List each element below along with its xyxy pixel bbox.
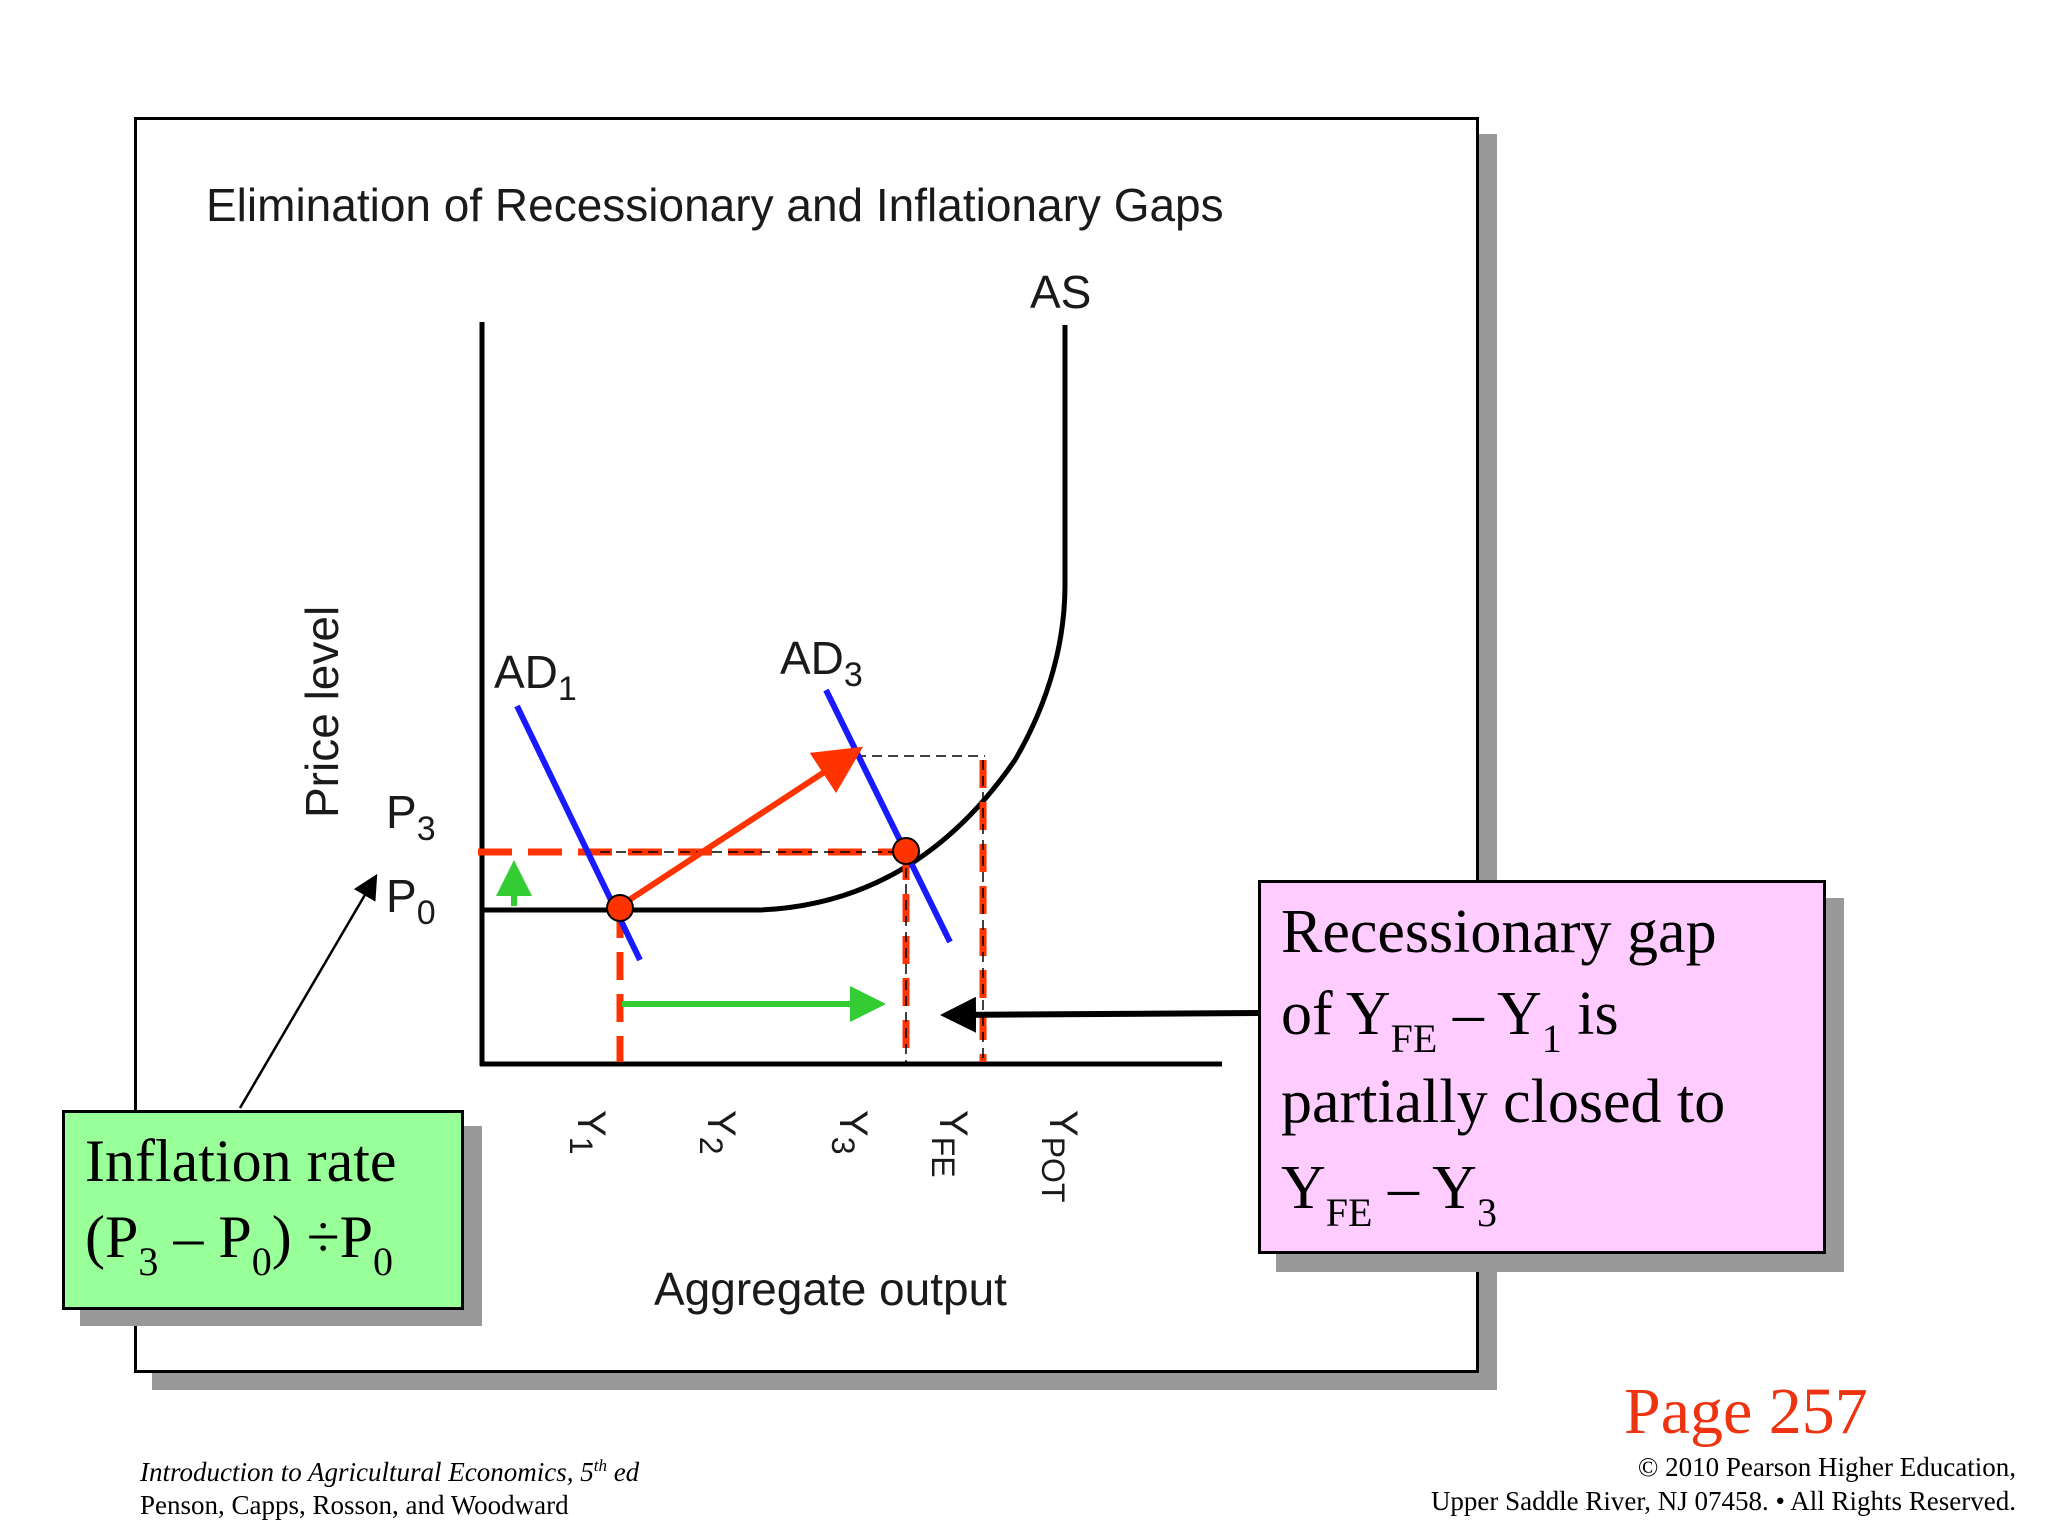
footer-address: Upper Saddle River, NJ 07458. • All Righ…	[1430, 1486, 2016, 1516]
gap-callout-line3: partially closed to	[1281, 1068, 1726, 1136]
yfe-label: YFE	[925, 1110, 975, 1178]
chart-title: Elimination of Recessionary and Inflatio…	[206, 179, 1224, 231]
page-number-label: Page 257	[1624, 1375, 1868, 1448]
footer-copyright: © 2010 Pearson Higher Education,	[1637, 1452, 2016, 1482]
inflation-pointer-arrow	[238, 873, 378, 1109]
p0-label: P0	[386, 870, 436, 932]
x-axis-label: Aggregate output	[654, 1263, 1007, 1315]
gap-callout: Recessionary gap of YFE – Y1 is partiall…	[1258, 880, 1826, 1254]
equilibrium-point-3	[892, 837, 920, 865]
gap-callout-line2: of YFE – Y1 is	[1281, 980, 1619, 1061]
y-axis-label: Price level	[296, 606, 348, 818]
inflation-callout-formula: (P3 – P0) ÷P0	[85, 1204, 394, 1284]
as-label: AS	[1030, 266, 1091, 318]
y3-label: Y3	[825, 1110, 875, 1154]
inflation-callout: Inflation rate (P3 – P0) ÷P0	[62, 1110, 464, 1310]
ad3-curve	[823, 688, 953, 944]
ypot-label: YPOT	[1035, 1110, 1085, 1202]
equilibrium-point-1	[606, 894, 634, 922]
inflation-callout-line1: Inflation rate	[85, 1128, 397, 1194]
ad1-label: AD1	[494, 646, 577, 708]
ad-shift-arrow	[618, 746, 864, 909]
footer-authors: Penson, Capps, Rosson, and Woodward	[140, 1490, 569, 1520]
gap-pointer-arrow	[940, 996, 1259, 1033]
gap-callout-line4: YFE – Y3	[1281, 1154, 1497, 1235]
y2-label: Y2	[693, 1110, 743, 1154]
ad3-label: AD3	[780, 632, 863, 694]
p3-label: P3	[386, 786, 436, 848]
y1-label: Y1	[563, 1110, 613, 1154]
footer-book-title: Introduction to Agricultural Economics, …	[140, 1456, 640, 1487]
gap-callout-line1: Recessionary gap	[1281, 898, 1717, 966]
as-curve	[482, 325, 1068, 913]
